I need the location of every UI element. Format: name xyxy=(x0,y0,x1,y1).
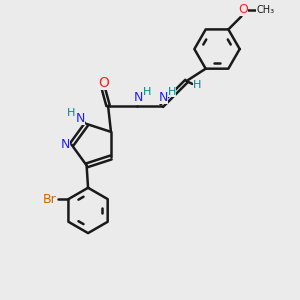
Text: O: O xyxy=(238,4,248,16)
Text: N: N xyxy=(134,91,143,104)
Text: H: H xyxy=(193,80,201,90)
Text: Br: Br xyxy=(43,193,56,206)
Text: N: N xyxy=(76,112,85,125)
Text: N: N xyxy=(159,91,168,104)
Text: H: H xyxy=(168,87,176,97)
Text: CH₃: CH₃ xyxy=(256,5,274,15)
Text: H: H xyxy=(67,108,76,118)
Text: H: H xyxy=(143,87,152,97)
Text: N: N xyxy=(61,138,70,151)
Text: O: O xyxy=(98,76,109,90)
